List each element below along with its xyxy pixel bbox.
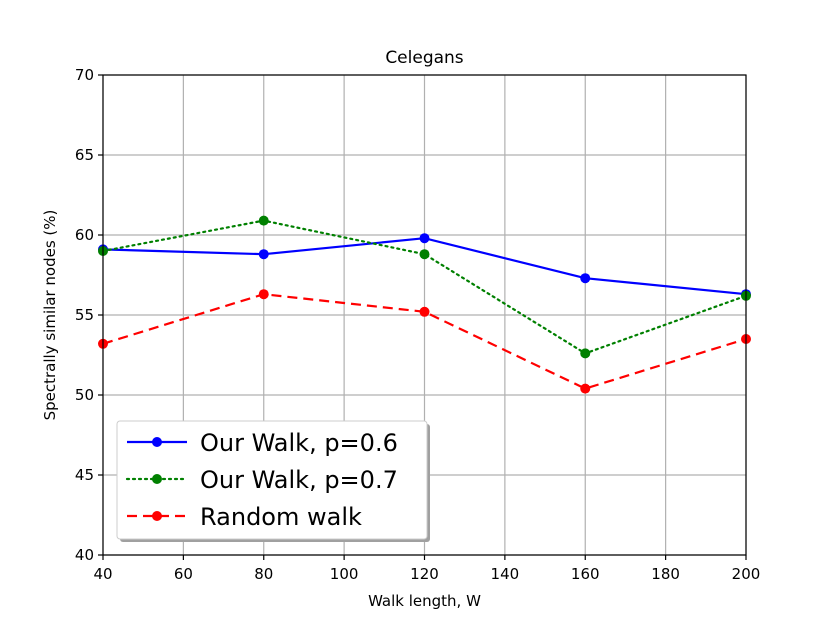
legend-label: Our Walk, p=0.7 xyxy=(200,466,398,494)
data-point xyxy=(580,383,591,394)
x-tick-label: 200 xyxy=(732,565,761,583)
legend-marker xyxy=(152,474,162,484)
ticks: 40 60 80 100 120 140 160 180 200 40 45 50 55 60 65 70 xyxy=(75,66,760,583)
y-tick-label: 70 xyxy=(75,66,94,84)
legend-box xyxy=(116,420,428,540)
data-point xyxy=(258,249,269,260)
x-tick-label: 40 xyxy=(93,565,112,583)
x-tick-label: 100 xyxy=(330,565,359,583)
x-tick-label: 140 xyxy=(491,565,520,583)
legend-label: Random walk xyxy=(200,503,362,531)
x-tick-label: 120 xyxy=(410,565,439,583)
y-tick-label: 45 xyxy=(75,466,94,484)
y-tick-label: 60 xyxy=(75,226,94,244)
data-point xyxy=(258,215,269,226)
x-tick-label: 80 xyxy=(254,565,273,583)
x-axis-label: Walk length, W xyxy=(368,592,481,610)
legend-item: Our Walk, p=0.7 xyxy=(125,466,398,494)
legend-item: Random walk xyxy=(127,503,362,531)
data-point xyxy=(258,289,269,300)
y-tick-label: 65 xyxy=(75,146,94,164)
series-line xyxy=(101,219,748,355)
chart-title: Celegans xyxy=(385,48,463,68)
data-point xyxy=(419,306,430,317)
y-tick-label: 50 xyxy=(75,386,94,404)
data-point xyxy=(419,249,430,260)
y-tick-label: 55 xyxy=(75,306,94,324)
data-point xyxy=(580,273,591,284)
x-tick-label: 160 xyxy=(571,565,600,583)
x-tick-label: 60 xyxy=(174,565,193,583)
legend-item: Our Walk, p=0.6 xyxy=(127,429,398,457)
legend-marker xyxy=(152,511,162,521)
x-tick-label: 180 xyxy=(651,565,680,583)
y-axis-label: Spectrally similar nodes (%) xyxy=(41,210,59,421)
legend-label: Our Walk, p=0.6 xyxy=(200,429,398,457)
y-tick-label: 40 xyxy=(75,546,94,564)
legend: Our Walk, p=0.6 Our Walk, p=0.7 Random wal… xyxy=(116,420,430,542)
legend-marker xyxy=(152,437,162,447)
data-point xyxy=(419,233,430,244)
data-point xyxy=(580,348,591,359)
